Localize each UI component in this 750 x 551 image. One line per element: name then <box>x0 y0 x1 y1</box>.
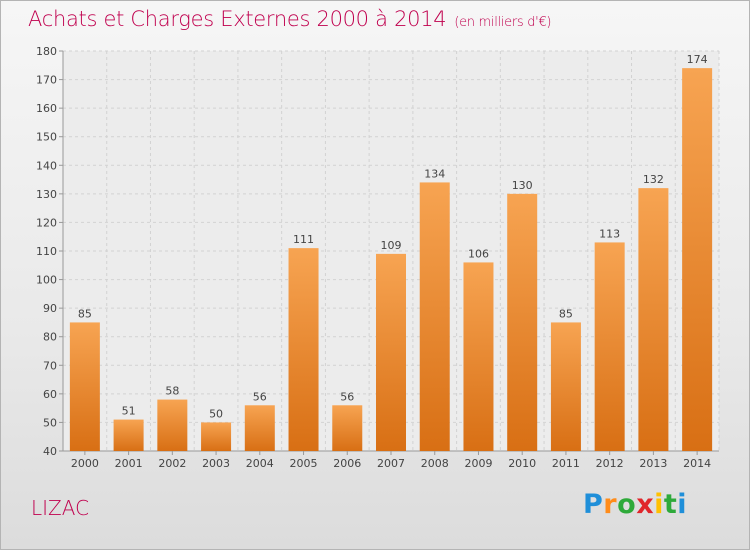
data-label: 50 <box>209 407 223 420</box>
bar <box>288 248 319 451</box>
title-text: Achats et Charges Externes 2000 à 2014 <box>28 7 447 31</box>
y-tick-label: 80 <box>43 331 57 344</box>
x-tick-label: 2000 <box>71 457 99 470</box>
x-tick-label: 2002 <box>158 457 186 470</box>
bar <box>376 253 406 451</box>
bar <box>463 262 494 451</box>
y-tick-label: 100 <box>36 274 57 287</box>
y-tick-label: 150 <box>36 131 57 144</box>
bar <box>69 322 100 451</box>
data-label: 130 <box>512 179 533 192</box>
bar <box>638 188 669 451</box>
data-label: 174 <box>687 53 708 66</box>
data-labels: 85 51 58 50 56 111 56 109 134 106 130 85 113 132 174 <box>78 53 708 420</box>
x-tick-label: 2001 <box>115 457 143 470</box>
bar <box>682 68 713 452</box>
y-tick-label: 160 <box>36 102 57 115</box>
y-tick-label: 50 <box>43 416 57 429</box>
data-label: 134 <box>424 167 445 180</box>
proxiti-logo: Proxiti <box>583 489 688 520</box>
x-tick-label: 2009 <box>464 457 492 470</box>
bar <box>201 422 232 451</box>
y-tick-label: 180 <box>36 45 57 58</box>
data-label: 113 <box>599 227 620 240</box>
x-tick-label: 2008 <box>421 457 449 470</box>
x-tick-label: 2003 <box>202 457 230 470</box>
data-label: 85 <box>78 307 92 320</box>
y-tick-label: 60 <box>43 388 57 401</box>
x-tick-label: 2013 <box>639 457 667 470</box>
data-label: 56 <box>253 390 267 403</box>
x-tick-label: 2012 <box>596 457 624 470</box>
bar <box>550 322 581 451</box>
x-tick-label: 2007 <box>377 457 405 470</box>
bar <box>419 182 450 451</box>
bar <box>113 419 144 451</box>
bar <box>332 405 363 451</box>
bar <box>244 405 275 451</box>
data-label: 58 <box>165 385 179 398</box>
data-label: 111 <box>293 233 314 246</box>
y-tick-label: 130 <box>36 188 57 201</box>
y-tick-label: 140 <box>36 159 57 172</box>
x-tick-label: 2014 <box>683 457 711 470</box>
bar <box>507 193 538 451</box>
x-tick-label: 2005 <box>290 457 318 470</box>
title-unit: (en milliers d'€) <box>454 15 552 30</box>
x-tick-label: 2004 <box>246 457 274 470</box>
x-tick-label: 2011 <box>552 457 580 470</box>
data-label: 85 <box>559 307 573 320</box>
place-name: LIZAC <box>31 496 90 520</box>
y-tick-label: 120 <box>36 216 57 229</box>
data-label: 51 <box>122 405 136 418</box>
y-tick-label: 110 <box>36 245 57 258</box>
data-label: 109 <box>381 239 402 252</box>
y-tick-label: 90 <box>43 302 57 315</box>
bars <box>69 68 713 452</box>
y-tick-label: 70 <box>43 359 57 372</box>
y-tick-label: 170 <box>36 74 57 87</box>
y-tick-label: 40 <box>43 445 57 458</box>
x-tick-label: 2010 <box>508 457 536 470</box>
data-label: 56 <box>340 390 354 403</box>
data-label: 106 <box>468 247 489 260</box>
bar <box>157 399 188 451</box>
bar <box>594 242 625 451</box>
x-tick-label: 2006 <box>333 457 361 470</box>
data-label: 132 <box>643 173 664 186</box>
chart-title: Achats et Charges Externes 2000 à 2014 (e… <box>28 7 551 31</box>
